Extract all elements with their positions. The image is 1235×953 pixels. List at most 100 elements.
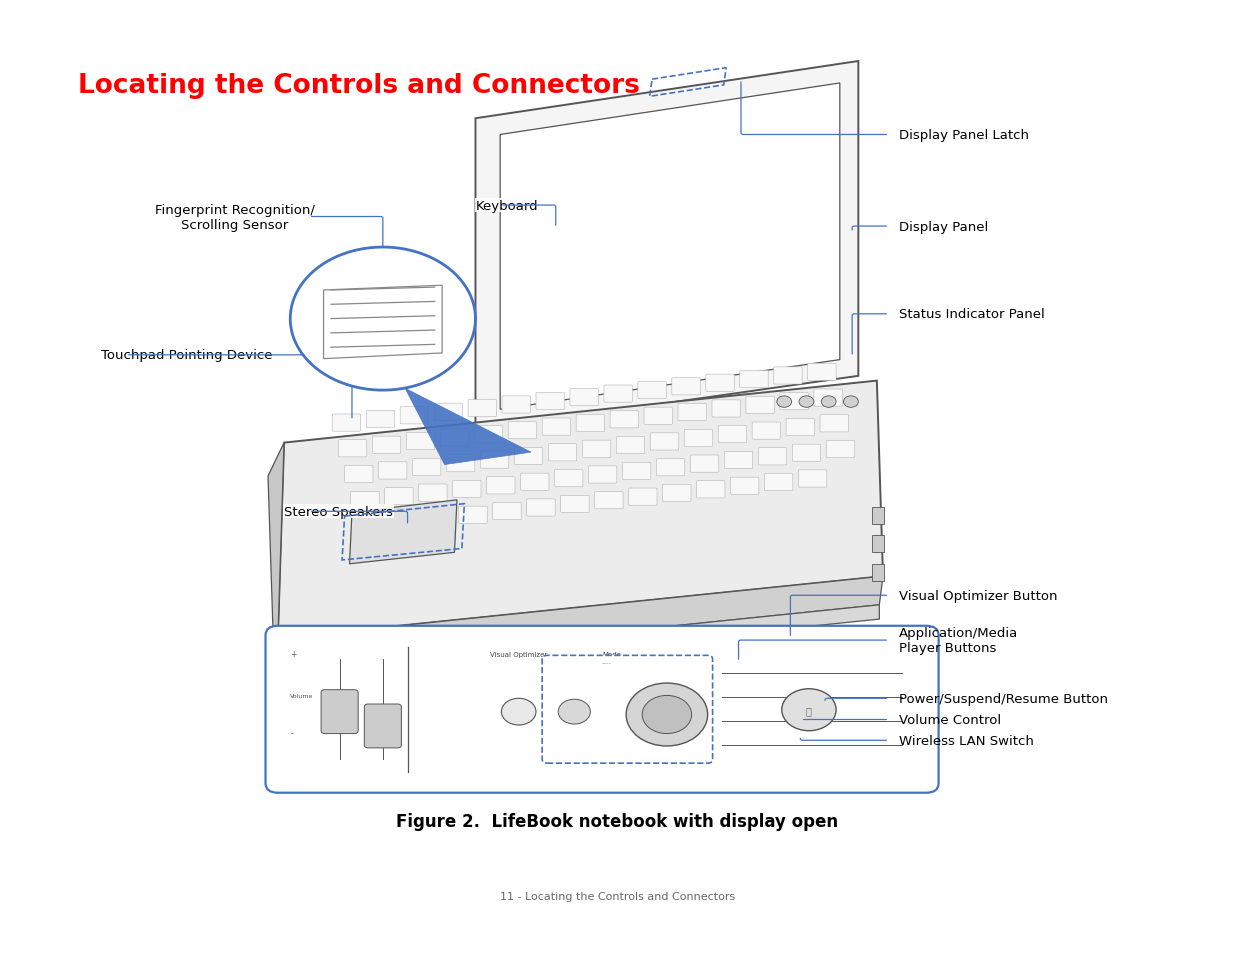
FancyBboxPatch shape xyxy=(773,368,803,385)
FancyBboxPatch shape xyxy=(616,437,645,455)
Text: Display Panel Latch: Display Panel Latch xyxy=(899,129,1029,142)
Text: Stereo Speakers: Stereo Speakers xyxy=(284,505,393,518)
FancyBboxPatch shape xyxy=(576,415,605,432)
FancyBboxPatch shape xyxy=(474,426,503,443)
FancyBboxPatch shape xyxy=(758,448,787,465)
Text: 11 - Locating the Controls and Connectors: 11 - Locating the Controls and Connector… xyxy=(500,891,735,901)
FancyBboxPatch shape xyxy=(610,412,638,429)
FancyBboxPatch shape xyxy=(684,430,713,447)
FancyBboxPatch shape xyxy=(604,386,632,403)
FancyBboxPatch shape xyxy=(493,503,521,520)
Circle shape xyxy=(821,396,836,408)
FancyBboxPatch shape xyxy=(826,441,855,458)
Text: Volume: Volume xyxy=(290,694,314,699)
Circle shape xyxy=(799,396,814,408)
Polygon shape xyxy=(274,605,879,681)
FancyBboxPatch shape xyxy=(459,507,488,524)
Circle shape xyxy=(501,699,536,725)
Text: +: + xyxy=(290,650,296,659)
FancyBboxPatch shape xyxy=(711,400,741,417)
FancyBboxPatch shape xyxy=(719,426,746,443)
FancyBboxPatch shape xyxy=(400,407,429,424)
FancyBboxPatch shape xyxy=(379,462,408,479)
Circle shape xyxy=(777,396,792,408)
Text: Touchpad Pointing Device: Touchpad Pointing Device xyxy=(101,349,273,362)
Text: Power/Suspend/Resume Button: Power/Suspend/Resume Button xyxy=(899,692,1108,705)
Circle shape xyxy=(558,700,590,724)
FancyBboxPatch shape xyxy=(808,364,836,381)
FancyBboxPatch shape xyxy=(548,444,577,461)
FancyBboxPatch shape xyxy=(724,452,753,469)
Text: Visual Optimizer Button: Visual Optimizer Button xyxy=(899,589,1057,602)
FancyBboxPatch shape xyxy=(690,456,719,473)
FancyBboxPatch shape xyxy=(785,419,815,436)
FancyBboxPatch shape xyxy=(321,690,358,734)
FancyBboxPatch shape xyxy=(638,382,667,399)
Circle shape xyxy=(844,396,858,408)
FancyBboxPatch shape xyxy=(367,411,395,428)
FancyBboxPatch shape xyxy=(555,470,583,487)
Text: ⏻: ⏻ xyxy=(806,705,811,715)
FancyBboxPatch shape xyxy=(419,484,447,501)
FancyBboxPatch shape xyxy=(595,492,624,509)
Circle shape xyxy=(642,696,692,734)
Text: Visual Optimizer: Visual Optimizer xyxy=(490,652,547,658)
FancyBboxPatch shape xyxy=(872,507,884,524)
Text: Fingerprint Recognition/
Scrolling Sensor: Fingerprint Recognition/ Scrolling Senso… xyxy=(154,203,315,232)
FancyBboxPatch shape xyxy=(706,375,734,392)
FancyBboxPatch shape xyxy=(740,371,768,388)
FancyBboxPatch shape xyxy=(332,415,361,432)
FancyBboxPatch shape xyxy=(542,656,713,763)
FancyBboxPatch shape xyxy=(561,496,589,513)
FancyBboxPatch shape xyxy=(509,422,537,439)
FancyBboxPatch shape xyxy=(453,481,482,498)
FancyBboxPatch shape xyxy=(515,448,543,465)
FancyBboxPatch shape xyxy=(440,430,469,447)
Polygon shape xyxy=(475,62,858,431)
FancyBboxPatch shape xyxy=(645,408,673,425)
FancyBboxPatch shape xyxy=(385,488,412,505)
Circle shape xyxy=(626,683,708,746)
Text: Display Panel: Display Panel xyxy=(899,220,988,233)
FancyBboxPatch shape xyxy=(793,445,820,462)
Text: Mode: Mode xyxy=(601,652,621,658)
FancyBboxPatch shape xyxy=(731,477,758,495)
FancyBboxPatch shape xyxy=(406,433,435,450)
FancyBboxPatch shape xyxy=(351,492,379,509)
FancyBboxPatch shape xyxy=(657,459,685,476)
FancyBboxPatch shape xyxy=(814,390,842,407)
FancyBboxPatch shape xyxy=(798,471,827,488)
FancyBboxPatch shape xyxy=(412,458,441,476)
FancyBboxPatch shape xyxy=(781,394,808,411)
FancyBboxPatch shape xyxy=(872,564,884,581)
Text: Status Indicator Panel: Status Indicator Panel xyxy=(899,308,1045,321)
FancyBboxPatch shape xyxy=(447,456,475,473)
Polygon shape xyxy=(457,389,864,467)
FancyBboxPatch shape xyxy=(435,404,462,421)
Circle shape xyxy=(782,689,836,731)
Text: Volume Control: Volume Control xyxy=(899,713,1002,726)
Polygon shape xyxy=(350,500,457,564)
FancyBboxPatch shape xyxy=(651,434,679,451)
FancyBboxPatch shape xyxy=(501,396,531,414)
FancyBboxPatch shape xyxy=(583,440,611,457)
Polygon shape xyxy=(268,443,284,667)
FancyBboxPatch shape xyxy=(820,416,848,433)
FancyBboxPatch shape xyxy=(521,474,550,491)
FancyBboxPatch shape xyxy=(487,477,515,495)
Text: Keyboard: Keyboard xyxy=(475,199,538,213)
Text: ----: ---- xyxy=(601,659,611,665)
FancyBboxPatch shape xyxy=(357,517,385,535)
FancyBboxPatch shape xyxy=(266,626,939,793)
FancyBboxPatch shape xyxy=(663,485,692,502)
FancyBboxPatch shape xyxy=(697,481,725,498)
Polygon shape xyxy=(405,389,531,465)
Text: Figure 2.  LifeBook notebook with display open: Figure 2. LifeBook notebook with display… xyxy=(396,813,839,830)
FancyBboxPatch shape xyxy=(678,404,706,421)
FancyBboxPatch shape xyxy=(542,418,571,436)
FancyBboxPatch shape xyxy=(338,440,367,457)
Polygon shape xyxy=(500,84,840,410)
FancyBboxPatch shape xyxy=(527,499,556,517)
Text: -: - xyxy=(290,729,293,738)
FancyBboxPatch shape xyxy=(390,514,420,531)
